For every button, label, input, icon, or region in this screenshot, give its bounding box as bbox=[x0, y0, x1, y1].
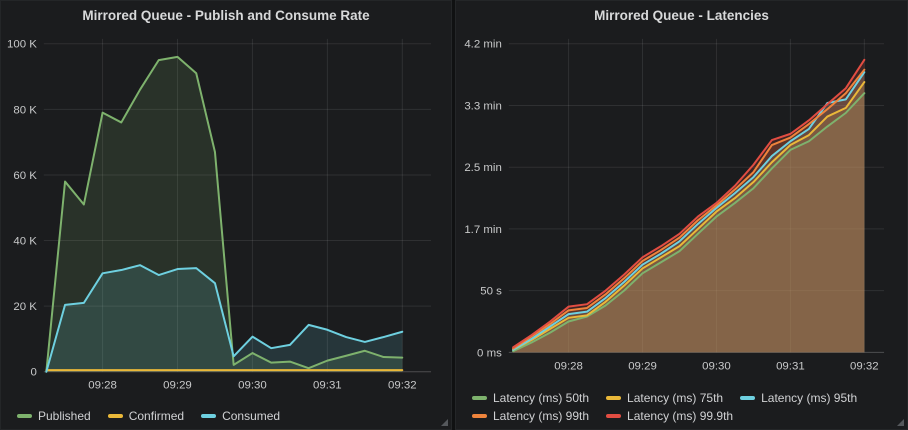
y-tick-label: 60 K bbox=[13, 170, 37, 182]
legend-marker bbox=[740, 396, 756, 400]
series-area-consumed bbox=[46, 265, 403, 372]
chart-canvas[interactable]: 09:28 09:29 09:30 09:31 09:32 0 20 K 40 K 60 K 80… bbox=[1, 1, 451, 429]
legend-marker bbox=[606, 414, 622, 418]
legend-item-latency-50th[interactable]: Latency (ms) 50th bbox=[472, 391, 589, 405]
y-tick-label: 50 s bbox=[480, 286, 502, 298]
y-tick-label: 20 K bbox=[13, 301, 37, 313]
series-area-latency-75th bbox=[513, 82, 865, 353]
y-tick-label: 40 K bbox=[13, 236, 37, 248]
panel-title-latencies[interactable]: Mirrored Queue - Latencies bbox=[594, 8, 769, 23]
legend-item-consumed[interactable]: Consumed bbox=[201, 409, 280, 423]
x-tick-label: 09:30 bbox=[702, 360, 731, 372]
chart-latencies: 09:28 09:29 09:30 09:31 09:32 0 ms 50 s 1.7 min… bbox=[456, 1, 907, 429]
chart-canvas[interactable]: 09:28 09:29 09:30 09:31 09:32 0 ms 50 s 1.7 min… bbox=[456, 1, 907, 429]
legend-label: Confirmed bbox=[128, 409, 185, 423]
x-tick-label: 09:30 bbox=[238, 380, 267, 392]
series-line-latency-95th bbox=[512, 71, 866, 351]
legend-label: Latency (ms) 75th bbox=[627, 391, 724, 405]
legend-label: Latency (ms) 50th bbox=[493, 391, 590, 405]
y-tick-label: 100 K bbox=[7, 39, 37, 51]
series-line-latency-99-9th bbox=[512, 58, 866, 349]
legend-latencies: Latency (ms) 50th Latency (ms) 75th Latenc… bbox=[472, 391, 899, 423]
legend-item-latency-99-9th[interactable]: Latency (ms) 99.9th bbox=[606, 409, 733, 423]
y-tick-label: 0 ms bbox=[477, 347, 502, 359]
legend-marker bbox=[472, 396, 487, 400]
panel-latencies: Mirrored Queue - Latencies 09:28 09:29 09:… bbox=[455, 0, 908, 430]
series-line-latency-75th bbox=[512, 81, 866, 351]
legend-marker bbox=[107, 414, 123, 418]
series-area-latency-95th bbox=[513, 72, 865, 353]
legend-label: Latency (ms) 99th bbox=[493, 409, 590, 423]
panel-publish-consume-rate: Mirrored Queue - Publish and Consume Rat… bbox=[0, 0, 452, 430]
legend-marker bbox=[472, 414, 487, 418]
y-tick-label: 80 K bbox=[13, 104, 37, 116]
series-area-published bbox=[46, 56, 403, 372]
series-line-consumed bbox=[45, 264, 404, 373]
legend-marker bbox=[201, 414, 217, 418]
panel-title-publish-consume[interactable]: Mirrored Queue - Publish and Consume Rat… bbox=[82, 8, 370, 23]
legend-item-latency-99th[interactable]: Latency (ms) 99th bbox=[472, 409, 589, 423]
legend-label: Latency (ms) 99.9th bbox=[627, 409, 734, 423]
y-tick-label: 2.5 min bbox=[464, 162, 502, 174]
legend-label: Consumed bbox=[222, 409, 281, 423]
chart-publish-consume: 09:28 09:29 09:30 09:31 09:32 0 20 K 40 K 60 K 80… bbox=[1, 1, 451, 429]
x-tick-label: 09:29 bbox=[628, 360, 657, 372]
legend-item-latency-95th[interactable]: Latency (ms) 95th bbox=[740, 391, 857, 405]
x-tick-label: 09:32 bbox=[388, 380, 417, 392]
x-tick-label: 09:29 bbox=[163, 380, 192, 392]
legend-marker bbox=[606, 396, 622, 400]
legend-marker bbox=[17, 414, 32, 418]
x-tick-label: 09:31 bbox=[313, 380, 342, 392]
series-line-published bbox=[45, 55, 404, 373]
legend-item-published[interactable]: Published bbox=[17, 409, 91, 423]
series-line-latency-99th bbox=[512, 68, 866, 350]
series-line-latency-50th bbox=[512, 92, 866, 353]
y-tick-label: 1.7 min bbox=[464, 224, 502, 236]
x-tick-label: 09:28 bbox=[88, 380, 117, 392]
x-tick-label: 09:28 bbox=[554, 360, 583, 372]
legend-item-latency-75th[interactable]: Latency (ms) 75th bbox=[606, 391, 723, 405]
panel-resize-handle[interactable] bbox=[441, 419, 448, 426]
legend-label: Published bbox=[38, 409, 91, 423]
panel-resize-handle[interactable] bbox=[897, 419, 904, 426]
legend-publish-consume: Published Confirmed Consumed bbox=[17, 409, 443, 423]
x-tick-label: 09:32 bbox=[850, 360, 879, 372]
series-area-latency-99th bbox=[513, 69, 865, 353]
series-area-latency-50th bbox=[513, 93, 865, 353]
x-tick-label: 09:31 bbox=[776, 360, 805, 372]
y-tick-label: 3.3 min bbox=[464, 100, 502, 112]
legend-item-confirmed[interactable]: Confirmed bbox=[107, 409, 185, 423]
series-area-latency-99-9th bbox=[513, 59, 865, 353]
legend-label: Latency (ms) 95th bbox=[761, 391, 858, 405]
y-tick-label: 0 bbox=[31, 367, 37, 379]
y-tick-label: 4.2 min bbox=[464, 39, 502, 51]
